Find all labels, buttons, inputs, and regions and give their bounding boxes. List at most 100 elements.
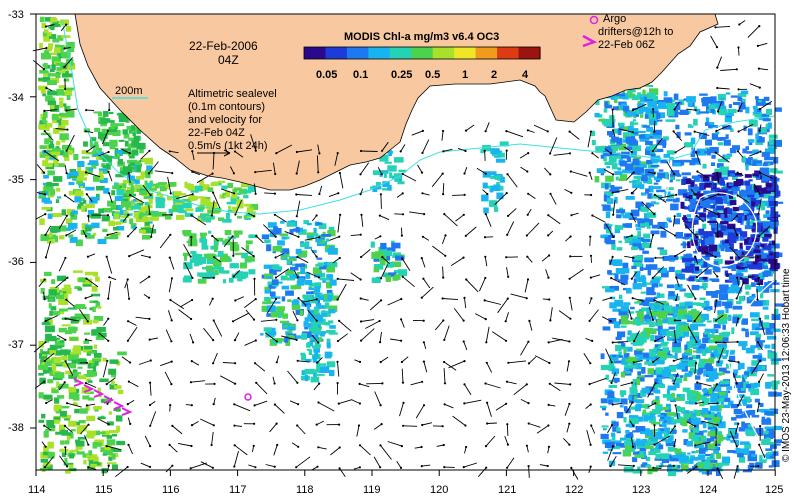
velocity-arrow xyxy=(101,130,109,145)
chlorophyll-patch xyxy=(738,205,746,211)
chlorophyll-patch xyxy=(616,137,623,145)
velocity-arrow-origin xyxy=(652,108,655,111)
chlorophyll-patch xyxy=(123,133,130,139)
chlorophyll-patch xyxy=(264,288,272,294)
velocity-arrow-origin xyxy=(483,299,486,302)
chlorophyll-patch xyxy=(767,374,774,377)
velocity-arrow-origin xyxy=(423,213,426,216)
velocity-arrow xyxy=(318,446,327,450)
velocity-arrow-origin xyxy=(107,464,110,467)
chlorophyll-patch xyxy=(684,415,690,420)
chlorophyll-patch xyxy=(653,384,662,388)
chlorophyll-patch xyxy=(626,336,632,342)
velocity-arrow xyxy=(142,185,151,196)
velocity-arrow-origin xyxy=(631,109,635,112)
chlorophyll-patch xyxy=(49,350,56,355)
velocity-arrow xyxy=(536,425,549,434)
chlorophyll-patch xyxy=(47,239,53,243)
velocity-arrow-origin xyxy=(464,424,467,427)
chlorophyll-patch xyxy=(762,162,768,167)
chlorophyll-patch xyxy=(86,369,96,377)
velocity-arrow xyxy=(56,334,66,341)
velocity-arrow-origin xyxy=(234,382,237,385)
velocity-arrow xyxy=(168,278,173,293)
velocity-arrow xyxy=(585,337,593,342)
chlorophyll-patch xyxy=(709,196,717,200)
chlorophyll-patch xyxy=(77,203,82,208)
velocity-arrow xyxy=(373,456,381,468)
chlorophyll-patch xyxy=(620,325,627,328)
chlorophyll-patch xyxy=(329,279,337,286)
chlorophyll-patch xyxy=(657,247,664,250)
chlorophyll-patch xyxy=(720,137,726,141)
argo-legend-line: Argo xyxy=(603,13,627,25)
chlorophyll-patch xyxy=(762,322,770,329)
chlorophyll-patch xyxy=(327,295,333,301)
chlorophyll-patch xyxy=(709,345,718,349)
chlorophyll-patch xyxy=(682,217,688,221)
chlorophyll-patch xyxy=(231,191,238,199)
velocity-arrow xyxy=(442,183,445,195)
colorbar-segment xyxy=(304,47,327,59)
velocity-arrow-origin xyxy=(336,382,339,385)
chlorophyll-patch xyxy=(637,178,641,185)
velocity-arrow-origin xyxy=(630,234,633,237)
chlorophyll-patch xyxy=(58,53,64,59)
chlorophyll-patch xyxy=(722,228,733,236)
chlorophyll-patch xyxy=(711,175,720,181)
velocity-arrow xyxy=(128,173,131,183)
chlorophyll-patch xyxy=(649,411,654,414)
chlorophyll-patch xyxy=(702,276,707,280)
chlorophyll-patch xyxy=(329,369,335,377)
isobath-200m-contour xyxy=(61,19,776,215)
chlorophyll-patch xyxy=(65,26,72,32)
chlorophyll-patch xyxy=(190,251,197,254)
chlorophyll-patch xyxy=(714,228,719,232)
velocity-arrow-origin xyxy=(757,67,761,70)
velocity-arrow xyxy=(738,47,740,56)
chlorophyll-patch xyxy=(614,299,624,307)
chlorophyll-patch xyxy=(61,429,65,433)
chlorophyll-patch xyxy=(708,388,712,394)
chlorophyll-patch xyxy=(751,201,756,207)
chlorophyll-patch xyxy=(641,387,650,394)
chlorophyll-patch xyxy=(745,245,752,251)
velocity-arrow-origin xyxy=(296,319,299,322)
x-tick-label: 114 xyxy=(28,484,46,496)
chlorophyll-patch xyxy=(51,56,61,62)
chlorophyll-patch xyxy=(735,375,742,379)
velocity-arrow-origin xyxy=(233,339,237,342)
velocity-arrow-origin xyxy=(673,234,677,237)
chlorophyll-patch xyxy=(50,141,54,145)
chlorophyll-patch xyxy=(732,316,740,324)
velocity-arrow xyxy=(704,207,718,215)
velocity-arrow xyxy=(169,150,179,154)
velocity-arrow-origin xyxy=(338,467,341,470)
velocity-arrow-origin xyxy=(315,298,318,301)
chlorophyll-patch xyxy=(724,243,729,248)
velocity-arrow xyxy=(620,382,633,387)
chlorophyll-patch xyxy=(197,278,207,284)
chlorophyll-patch xyxy=(715,405,724,408)
chlorophyll-patch xyxy=(640,291,646,294)
chlorophyll-patch xyxy=(116,153,121,158)
chlorophyll-patch xyxy=(66,73,74,77)
chlorophyll-patch xyxy=(691,268,700,274)
velocity-arrow-origin xyxy=(443,213,446,216)
chlorophyll-patch xyxy=(731,433,739,439)
chlorophyll-patch xyxy=(718,392,726,396)
chlorophyll-patch xyxy=(277,240,285,246)
chlorophyll-patch xyxy=(631,122,639,125)
velocity-arrow xyxy=(592,215,606,223)
chlorophyll-patch xyxy=(200,233,206,239)
chlorophyll-patch xyxy=(607,270,612,275)
chlorophyll-patch xyxy=(627,90,633,96)
chlorophyll-patch xyxy=(749,383,758,388)
chlorophyll-patch xyxy=(637,231,641,238)
chlorophyll-patch xyxy=(704,174,712,177)
chlorophyll-patch xyxy=(729,200,737,206)
velocity-arrow-origin xyxy=(505,402,508,405)
chlorophyll-patch xyxy=(87,397,95,401)
chlorophyll-patch xyxy=(70,316,81,322)
chlorophyll-patch xyxy=(206,270,215,275)
